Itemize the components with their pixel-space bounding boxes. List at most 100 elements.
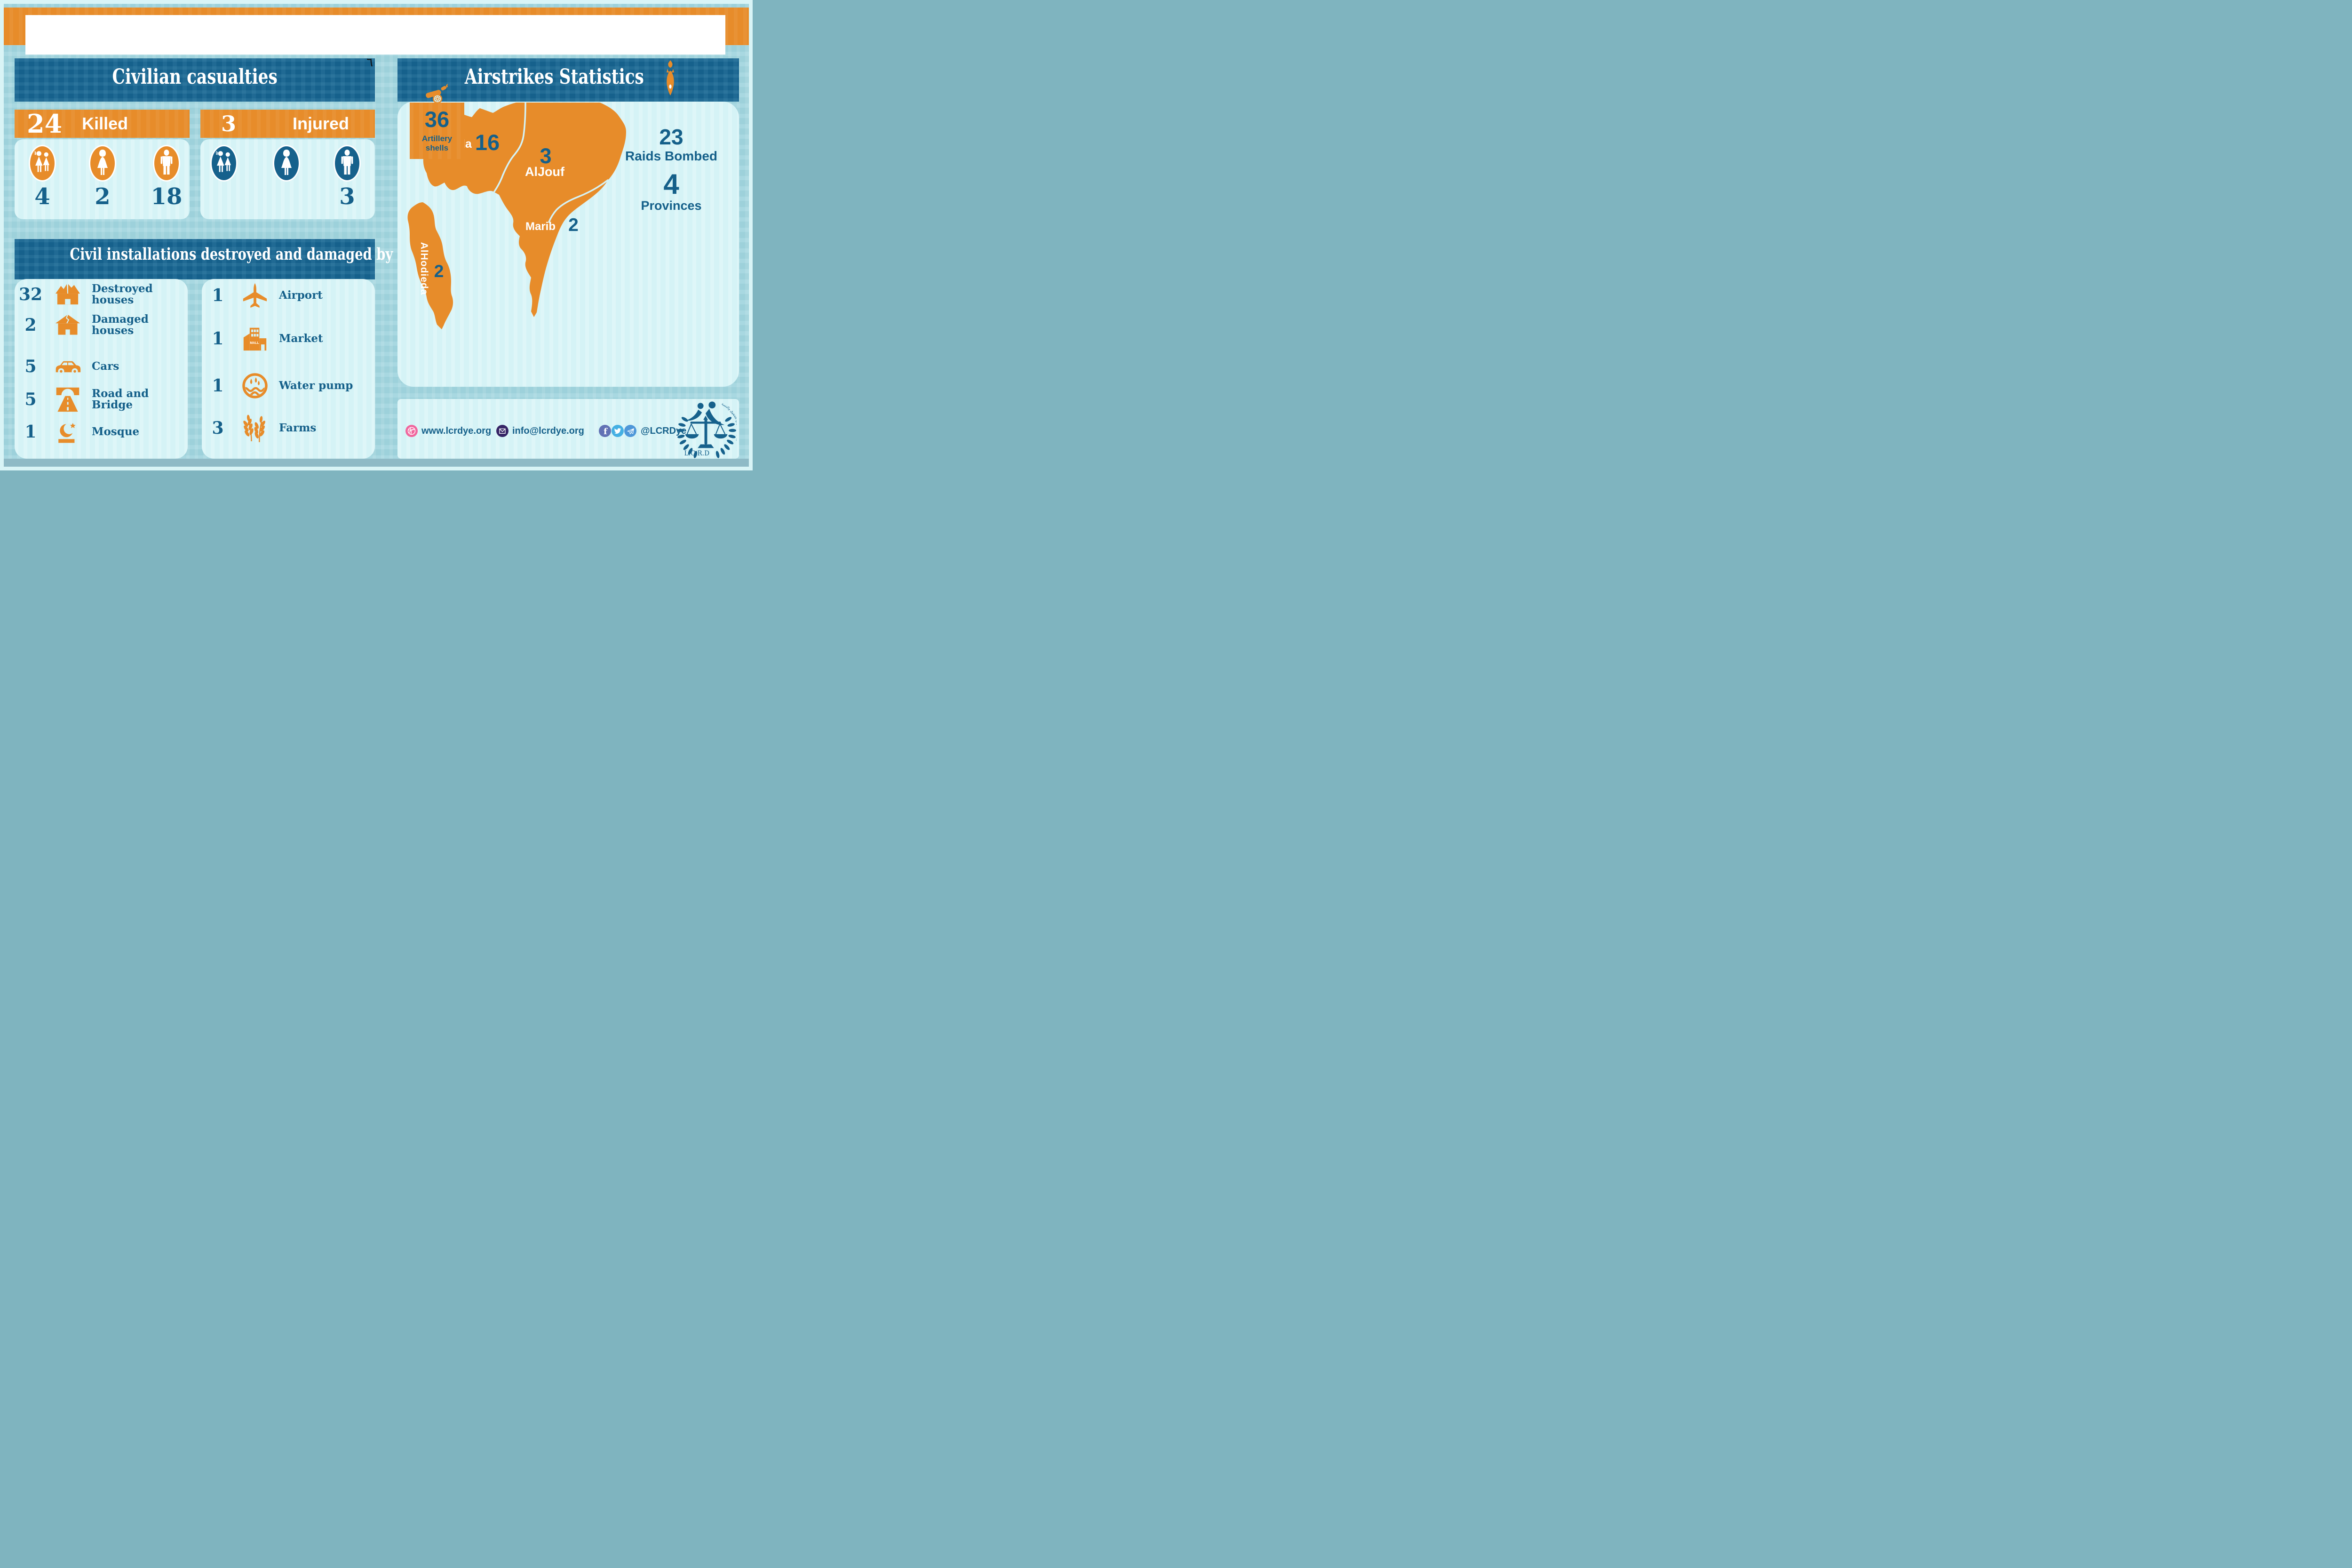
- farms-icon: [238, 414, 272, 443]
- logo-acronym: L.C.R.D: [684, 450, 709, 457]
- cannon-icon: [425, 84, 448, 104]
- artillery-shells-value: 36: [424, 107, 450, 132]
- destroyed-houses-value: 32: [18, 285, 43, 304]
- website-link[interactable]: www.lcrdye.org: [421, 426, 492, 436]
- edge-bottom: [0, 467, 753, 470]
- website-globe-icon: [405, 425, 418, 437]
- airport-value: 1: [212, 286, 224, 305]
- edge-top: [0, 0, 753, 4]
- map-alhodieda-shape: [407, 202, 453, 329]
- list-item-farms: 3: [202, 414, 375, 443]
- road-bridge-icon: [50, 385, 85, 414]
- province-label-aljouf: AlJouf: [525, 165, 565, 179]
- map-border-saada-aljouf: [493, 102, 526, 192]
- province-value-aljouf: 3: [540, 144, 551, 168]
- infographic-page: Civilian casualties ٦ 24 Killed 3 Injure…: [0, 0, 753, 470]
- woman-icon: [89, 145, 116, 182]
- killed-women-value: 2: [95, 183, 111, 210]
- airstrikes-title: Airstrikes Statistics: [464, 65, 644, 89]
- market-icon: MALL: [238, 324, 272, 353]
- airport-icon: [238, 281, 272, 310]
- mall-sign-text: MALL: [250, 342, 259, 345]
- damaged-house-icon: [50, 310, 85, 340]
- list-item-market: 1 MALL Market: [202, 324, 375, 353]
- email-link[interactable]: info@lcrdye.org: [512, 426, 584, 436]
- title-banner: [25, 15, 725, 55]
- facebook-icon[interactable]: f: [599, 425, 611, 437]
- list-item-road-and-bridge: 5 Road and Bridge: [15, 385, 188, 414]
- injured-count: 3: [221, 111, 237, 136]
- market-label: Market: [279, 332, 323, 345]
- yemen-provinces-map: Sa'ada 16 3 AlJouf Marib 2 AlHodieda 2: [407, 102, 626, 329]
- laurel-leaves: [677, 417, 736, 458]
- section-header-airstrikes: Airstrikes Statistics: [397, 58, 739, 102]
- injured-breakdown-panel: 3: [200, 139, 375, 219]
- bomb-icon: [661, 60, 679, 96]
- man-icon: [153, 145, 180, 182]
- raids-bombed-label: Raids Bombed: [625, 149, 718, 163]
- provinces-value: 4: [663, 168, 679, 200]
- raids-bombed-value: 23: [659, 125, 683, 149]
- damaged-houses-value: 2: [24, 315, 37, 335]
- bottom-band: [0, 459, 753, 467]
- map-border-aljouf-marib: [548, 179, 609, 223]
- killed-breakdown-panel: 4 2 18: [15, 139, 190, 219]
- injured-count-bar: 3 Injured: [200, 110, 375, 138]
- map-landmass: [423, 103, 626, 317]
- province-label-alhodieda: AlHodieda: [419, 242, 429, 295]
- killed-count: 24: [27, 109, 63, 139]
- killed-count-bar: 24 Killed: [15, 110, 190, 138]
- farms-value: 3: [212, 418, 224, 438]
- destroyed-house-icon: [50, 280, 85, 309]
- mosque-icon: [50, 417, 85, 446]
- installations-left-panel: 32 Destroyed houses 2 Damaged houses: [15, 279, 188, 459]
- injured-men-value: 3: [339, 183, 355, 210]
- installations-right-panel: 1 Airport 1 MALL Mark: [202, 279, 375, 459]
- artillery-shells-box: 36 Artillery shells: [410, 103, 464, 159]
- artillery-shells-label: Artillery shells: [421, 134, 453, 152]
- province-label-marib: Marib: [525, 220, 556, 233]
- water-pump-icon: [238, 371, 272, 400]
- woman-icon: [273, 145, 300, 182]
- damaged-houses-label: Damaged houses: [92, 312, 149, 337]
- lcrd-logo: المركز القانوني للحقوق والتنمية L.C.R.D: [676, 400, 737, 458]
- killed-children-value: 4: [34, 183, 50, 210]
- province-value-marib: 2: [568, 215, 579, 235]
- social-handle[interactable]: @LCRDye: [641, 426, 687, 436]
- edge-left: [0, 0, 4, 470]
- section-header-civil-installations: Civil installations destroyed and damage…: [15, 239, 461, 279]
- list-item-cars: 5 Cars: [15, 352, 188, 381]
- list-item-water-pump: 1 Water pump: [202, 371, 375, 400]
- airport-label: Airport: [279, 288, 323, 302]
- mosque-value: 1: [24, 422, 37, 442]
- children-icon: [210, 145, 238, 182]
- provinces-label: Provinces: [641, 199, 702, 213]
- province-value-saada: 16: [475, 130, 500, 155]
- road-bridge-value: 5: [24, 390, 37, 409]
- water-pump-value: 1: [212, 376, 224, 396]
- footer-panel: www.lcrdye.org info@lcrdye.org f @LCRDye: [397, 399, 739, 459]
- email-envelope-icon: [496, 425, 509, 437]
- market-value: 1: [212, 329, 224, 349]
- list-item-destroyed-houses: 32 Destroyed houses: [15, 280, 188, 309]
- twitter-icon[interactable]: [612, 425, 624, 437]
- edge-right: [749, 0, 753, 470]
- car-icon: [50, 352, 85, 381]
- cars-value: 5: [24, 357, 37, 376]
- injured-label: Injured: [293, 114, 350, 133]
- civilian-casualties-title: Civilian casualties: [112, 65, 278, 89]
- water-pump-label: Water pump: [279, 379, 353, 392]
- svg-text:f: f: [604, 427, 608, 437]
- telegram-icon[interactable]: [624, 425, 636, 437]
- province-value-alhodieda: 2: [434, 262, 444, 281]
- list-item-damaged-houses: 2 Damaged houses: [15, 310, 188, 340]
- civil-installations-title: Civil installations destroyed and damage…: [70, 245, 461, 264]
- decorative-arabic-mark: ٦: [366, 56, 373, 70]
- killed-label: Killed: [82, 114, 128, 133]
- children-icon: [29, 145, 56, 182]
- farms-label: Farms: [279, 421, 317, 434]
- mosque-label: Mosque: [92, 425, 140, 438]
- cars-label: Cars: [92, 359, 119, 373]
- list-item-airport: 1 Airport: [202, 281, 375, 310]
- list-item-mosque: 1 Mosque: [15, 417, 188, 446]
